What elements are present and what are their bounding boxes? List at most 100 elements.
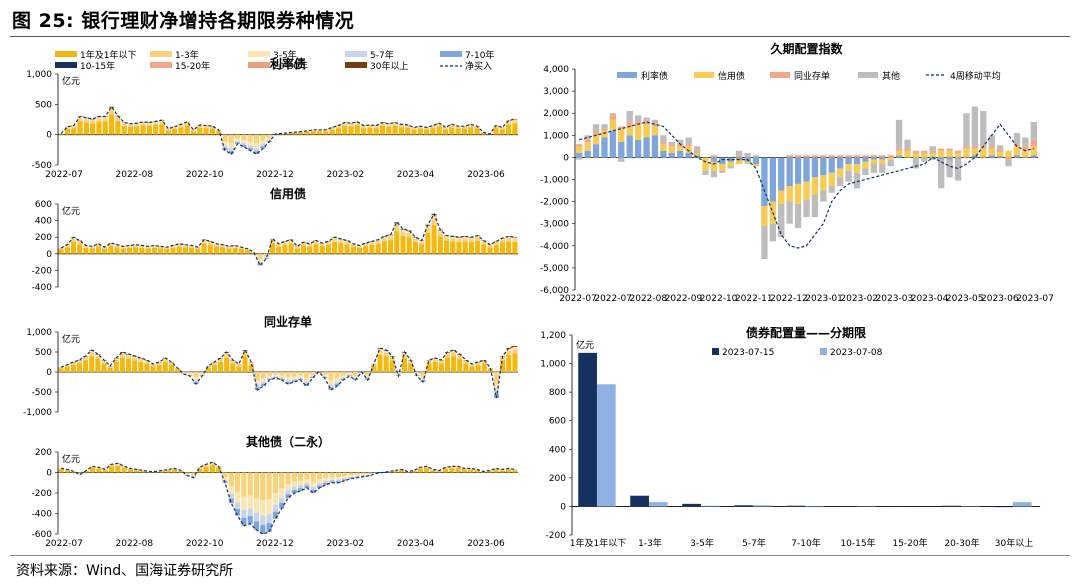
bar-segment — [432, 358, 438, 360]
bar-segment — [634, 139, 642, 158]
bar-segment — [242, 350, 248, 351]
bar-segment — [121, 123, 127, 126]
bar-segment — [512, 348, 518, 354]
bar-segment — [921, 157, 928, 162]
bar-segment — [328, 372, 334, 381]
panel-title-5: 债券配置量——分期限 — [746, 325, 866, 340]
bar-segment — [693, 146, 701, 151]
bar-segment — [329, 481, 335, 483]
bar-segment — [449, 125, 455, 128]
x-tick-label: 2023-06 — [981, 294, 1019, 304]
bar-segment — [946, 157, 953, 160]
bar-segment — [260, 383, 266, 386]
bar-segment — [643, 124, 650, 138]
bar-segment — [76, 361, 82, 364]
bar-segment — [457, 359, 463, 372]
bar-segment — [383, 350, 389, 353]
bar-segment — [241, 140, 247, 144]
bar-segment — [643, 137, 650, 158]
bar-segment — [266, 472, 272, 500]
bar-segment — [108, 109, 115, 115]
bar-segment — [193, 377, 199, 381]
bar-segment — [316, 131, 323, 135]
bar-segment — [70, 238, 77, 242]
bar-segment — [388, 236, 394, 241]
bar-segment — [348, 476, 354, 478]
bar-segment — [64, 470, 71, 473]
bar-segment — [938, 159, 945, 189]
bar-segment — [811, 177, 819, 195]
bar-segment — [988, 148, 995, 156]
bar-segment — [58, 367, 64, 369]
bar-segment — [1005, 157, 1012, 160]
bar-segment — [197, 127, 203, 135]
bar-segment — [162, 358, 168, 360]
bar-segment — [83, 357, 89, 361]
bar-segment — [96, 118, 102, 122]
bar-segment — [461, 128, 468, 135]
bar-segment — [328, 380, 334, 385]
bar-segment — [133, 245, 139, 248]
bar-segment — [643, 119, 650, 125]
bar-segment — [980, 146, 987, 149]
bar-segment — [828, 186, 835, 193]
bar-segment — [512, 241, 518, 254]
bar-segment — [224, 354, 230, 358]
bar-segment — [158, 246, 164, 248]
bar-segment — [402, 357, 408, 372]
bar-segment — [226, 246, 232, 248]
bar-segment — [276, 244, 282, 247]
bar-segment — [114, 245, 120, 248]
bar-segment — [361, 128, 367, 135]
bar-segment — [58, 248, 64, 250]
bar-segment — [285, 484, 291, 491]
legend-label: 4周移动平均 — [950, 70, 1001, 82]
bar-segment — [481, 244, 487, 254]
bar-segment — [260, 500, 266, 516]
bar-segment — [189, 247, 195, 254]
bar-segment — [837, 155, 844, 158]
bar-segment — [241, 496, 247, 510]
bar-segment — [392, 122, 398, 124]
bar-segment — [285, 372, 291, 378]
bar-segment — [260, 146, 266, 149]
bar-segment — [455, 468, 461, 473]
y-tick-label: -200 — [546, 531, 567, 541]
y-tick-label: -3,000 — [540, 220, 569, 230]
bar-segment — [938, 157, 945, 160]
bar-segment — [209, 126, 215, 128]
bar-segment — [107, 366, 113, 368]
x-tick-label: 2022-11 — [735, 294, 773, 304]
bar-segment — [584, 141, 591, 151]
y-tick-label: 800 — [549, 388, 566, 398]
bar-segment — [235, 142, 241, 144]
y-tick-label: 0 — [563, 153, 569, 163]
bar-segment — [444, 354, 450, 358]
bar-segment — [752, 164, 760, 167]
bar-segment — [236, 364, 242, 365]
bar-segment — [247, 134, 253, 142]
bar-segment — [127, 468, 134, 470]
bar-segment — [95, 359, 101, 372]
bar-segment — [334, 381, 340, 384]
bar-segment — [456, 238, 462, 242]
bar-segment — [310, 376, 316, 378]
bar — [578, 352, 597, 507]
bar-segment — [461, 469, 468, 473]
bar-segment — [419, 241, 425, 245]
bar-segment — [332, 238, 338, 242]
bar-segment — [398, 127, 405, 135]
bar-segment — [414, 373, 420, 375]
x-category-label: 7-10年 — [791, 537, 820, 549]
bar-segment — [279, 133, 285, 135]
bar-segment — [971, 155, 979, 158]
bar-segment — [338, 240, 344, 244]
bar-segment — [381, 236, 387, 237]
bar-segment — [203, 128, 209, 135]
x-tick-label: 2022-12 — [256, 539, 294, 549]
bar-segment — [375, 241, 381, 244]
legend-label: 净买入 — [465, 60, 492, 72]
bar-segment — [247, 145, 253, 149]
legend-swatch — [440, 51, 462, 57]
bar-segment — [153, 125, 159, 135]
